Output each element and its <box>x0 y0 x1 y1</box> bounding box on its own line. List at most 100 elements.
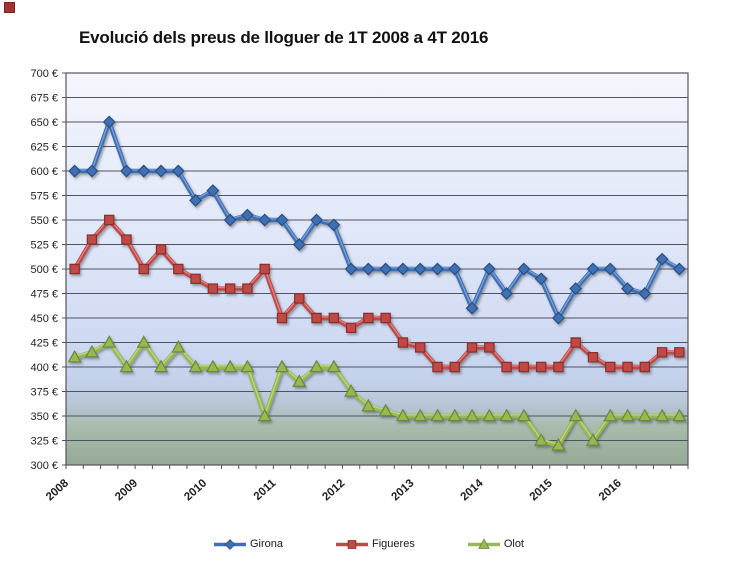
square-marker-icon <box>605 361 616 373</box>
triangle-marker-icon <box>136 335 151 348</box>
x-tick-label: 2015 <box>528 477 555 503</box>
diamond-marker-icon <box>223 213 237 227</box>
y-tick-label: 475 € <box>30 289 58 301</box>
diamond-marker-icon <box>310 213 323 227</box>
triangle-marker-icon <box>603 408 618 422</box>
square-marker-icon <box>639 361 651 373</box>
square-marker-icon <box>380 312 391 324</box>
x-tick-label: 2016 <box>597 477 624 503</box>
figueres-square-marker-icon <box>336 540 369 549</box>
square-marker-icon <box>432 361 443 373</box>
diamond-marker-icon <box>137 164 151 178</box>
diamond-marker-icon <box>379 262 393 276</box>
y-tick-label: 675 € <box>30 93 58 105</box>
triangle-marker-icon <box>585 433 600 446</box>
triangle-marker-icon <box>171 339 186 353</box>
diamond-marker-icon <box>189 193 203 207</box>
triangle-marker-icon <box>672 408 687 422</box>
square-marker-icon <box>311 312 322 324</box>
square-marker-icon <box>328 312 340 324</box>
triangle-marker-icon <box>223 359 238 373</box>
triangle-marker-icon <box>482 408 497 422</box>
diamond-marker-icon <box>569 282 583 296</box>
diamond-marker-icon <box>500 287 514 300</box>
triangle-marker-icon <box>154 359 169 373</box>
square-marker-icon <box>570 337 581 348</box>
diamond-marker-icon <box>517 262 531 276</box>
diamond-marker-icon <box>482 262 496 276</box>
diamond-marker-icon <box>102 115 116 129</box>
square-marker-icon <box>69 263 80 275</box>
diamond-marker-icon <box>206 184 220 198</box>
triangle-marker-icon <box>292 374 307 387</box>
diamond-marker-icon <box>603 262 617 276</box>
square-marker-icon <box>501 361 512 373</box>
triangle-marker-icon <box>102 335 117 348</box>
diamond-marker-icon <box>344 262 358 276</box>
triangle-marker-icon <box>568 408 583 422</box>
square-marker-icon <box>173 263 184 275</box>
triangle-marker-icon <box>84 344 99 358</box>
y-tick-label: 550 € <box>30 215 58 227</box>
square-marker-icon <box>553 361 564 373</box>
x-tick-label: 2014 <box>459 477 486 503</box>
triangle-marker-icon <box>430 408 445 422</box>
square-marker-icon <box>259 263 270 275</box>
x-tick-label: 2009 <box>113 477 140 503</box>
square-marker-icon <box>518 361 530 373</box>
triangle-marker-icon <box>326 359 341 373</box>
diamond-marker-icon <box>655 252 669 266</box>
chart-title: Evolució dels preus de lloguer de 1T 200… <box>79 28 489 47</box>
triangle-marker-icon <box>465 408 480 422</box>
y-tick-label: 525 € <box>30 240 58 252</box>
diamond-marker-icon <box>431 262 444 276</box>
y-tick-label: 400 € <box>30 362 58 374</box>
diamond-marker-icon <box>672 262 686 276</box>
y-tick-label: 300 € <box>30 460 58 472</box>
triangle-marker-icon <box>551 437 566 451</box>
legend-item-girona: Girona <box>213 537 283 551</box>
square-marker-icon <box>103 214 115 226</box>
diamond-marker-icon <box>327 218 341 232</box>
y-tick-label: 700 € <box>30 68 58 80</box>
diamond-marker-icon <box>154 164 168 178</box>
olot-triangle-marker-icon <box>467 538 500 549</box>
square-marker-icon <box>190 273 201 284</box>
y-tick-label: 425 € <box>30 338 58 350</box>
triangle-marker-icon <box>205 359 220 373</box>
diamond-marker-icon <box>534 272 548 286</box>
triangle-marker-icon <box>119 359 134 373</box>
x-tick-label: 2011 <box>252 477 279 503</box>
square-marker-icon <box>207 283 219 294</box>
triangle-marker-icon <box>637 408 652 422</box>
y-tick-label: 375 € <box>30 387 58 399</box>
triangle-marker-icon <box>413 408 428 422</box>
diamond-marker-icon <box>448 262 462 276</box>
square-marker-icon <box>363 312 374 324</box>
square-marker-icon <box>294 293 305 304</box>
square-marker-icon <box>466 342 478 353</box>
square-marker-icon <box>138 263 149 275</box>
legend-item-olot: Olot <box>467 537 524 551</box>
x-tick-label: 2012 <box>320 477 347 503</box>
legend-label: Figueres <box>372 538 415 550</box>
diamond-marker-icon <box>120 164 133 178</box>
y-tick-label: 500 € <box>30 264 58 276</box>
y-tick-label: 450 € <box>30 313 58 325</box>
square-marker-icon <box>155 244 167 255</box>
diamond-marker-icon <box>240 208 254 222</box>
corner-red-marker-icon <box>4 2 15 13</box>
series-figueres <box>69 214 685 373</box>
series-girona <box>68 115 686 325</box>
diamond-marker-icon <box>586 262 600 276</box>
triangle-marker-icon <box>534 433 549 446</box>
diamond-marker-icon <box>258 213 272 227</box>
diamond-marker-icon <box>275 213 289 227</box>
square-marker-icon <box>587 352 599 363</box>
square-marker-icon <box>242 283 253 294</box>
square-marker-icon <box>86 234 98 245</box>
square-marker-icon <box>397 337 409 348</box>
diamond-marker-icon <box>292 238 306 251</box>
diamond-marker-icon <box>551 311 565 325</box>
